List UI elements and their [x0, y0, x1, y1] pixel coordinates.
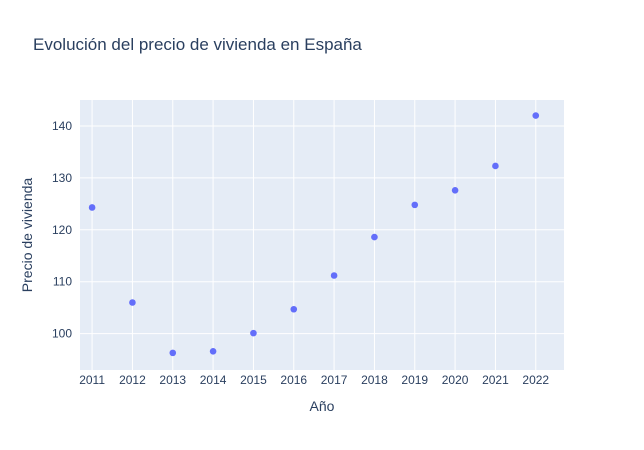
- x-tick-label: 2018: [361, 373, 388, 387]
- x-tick-labels: 2011 2012 2013 2014 2015 2016 2017 2018 2019 2020…: [79, 373, 549, 387]
- plot-area: [80, 100, 564, 370]
- data-point: [209, 348, 217, 355]
- x-tick-label: 2013: [159, 373, 186, 387]
- data-points: [88, 112, 540, 357]
- y-tick-label: 140: [52, 119, 72, 133]
- x-axis-title: Año: [310, 398, 335, 414]
- x-gridlines: [91, 100, 537, 370]
- data-point: [330, 272, 338, 279]
- data-point: [492, 162, 499, 170]
- data-point: [371, 233, 378, 241]
- data-point: [129, 299, 136, 306]
- chart-title: Evolución del precio de vivienda en Espa…: [33, 35, 362, 54]
- data-point: [290, 305, 298, 313]
- y-axis-title: Precio de vivienda: [19, 178, 35, 293]
- data-point: [451, 187, 459, 194]
- x-tick-label: 2011: [79, 373, 105, 387]
- x-tick-label: 2012: [119, 373, 146, 387]
- x-tick-label: 2021: [482, 373, 509, 387]
- x-tick-label: 2015: [240, 373, 267, 387]
- x-tick-label: 2022: [522, 373, 549, 387]
- data-point: [250, 329, 257, 337]
- x-tick-label: 2014: [200, 373, 227, 387]
- y-tick-label: 130: [52, 171, 72, 185]
- y-tick-label: 100: [52, 327, 72, 341]
- data-point: [169, 349, 177, 357]
- x-tick-label: 2020: [442, 373, 469, 387]
- y-gridlines: [80, 125, 564, 335]
- x-tick-label: 2017: [321, 373, 348, 387]
- x-tick-label: 2016: [280, 373, 307, 387]
- data-point: [532, 112, 540, 119]
- y-tick-labels: 100 110 120 130 140: [52, 119, 72, 341]
- y-tick-label: 120: [52, 223, 72, 237]
- y-tick-label: 110: [53, 275, 72, 289]
- x-tick-label: 2019: [401, 373, 428, 387]
- data-point: [411, 201, 419, 209]
- data-point: [88, 204, 96, 211]
